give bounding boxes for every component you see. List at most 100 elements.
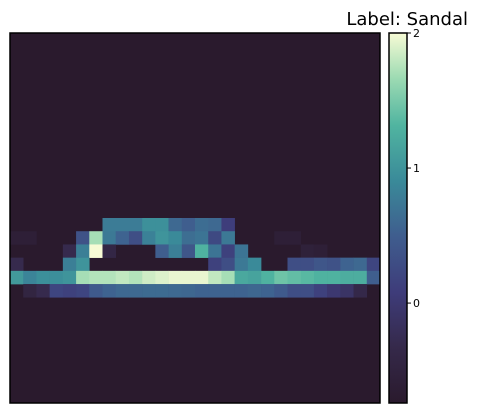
heatmap-cell	[169, 271, 183, 285]
heatmap-cell	[288, 271, 302, 285]
heatmap-cell	[169, 218, 183, 232]
heatmap-cell	[116, 284, 130, 298]
heatmap-cell	[142, 284, 156, 298]
heatmap-cell	[23, 284, 37, 298]
heatmap-cell	[235, 244, 249, 258]
heatmap-cell	[23, 271, 37, 285]
heatmap-cell	[288, 258, 302, 272]
heatmap-cell	[301, 244, 315, 258]
heatmap-cell	[142, 231, 156, 245]
heatmap-cell	[221, 284, 235, 298]
heatmap-cell	[116, 271, 130, 285]
colorbar	[389, 33, 407, 403]
heatmap-cell	[169, 231, 183, 245]
heatmap-cell	[235, 284, 249, 298]
chart-title: Label: Sandal	[346, 9, 468, 30]
heatmap-cell	[301, 284, 315, 298]
heatmap-cell	[63, 284, 77, 298]
heatmap-cell	[155, 244, 169, 258]
heatmap-cell	[208, 244, 222, 258]
heatmap-cell	[182, 244, 196, 258]
heatmap-cell	[182, 284, 196, 298]
heatmap-cell	[261, 271, 275, 285]
heatmap-cell	[195, 284, 209, 298]
heatmap-cell	[274, 271, 288, 285]
heatmap-cell	[367, 271, 381, 285]
heatmap-cell	[89, 284, 103, 298]
heatmap-cell	[354, 271, 368, 285]
heatmap-cell	[195, 231, 209, 245]
colorbar-tick-label: 2	[413, 27, 420, 40]
heatmap-cell	[169, 244, 183, 258]
heatmap-cell	[103, 231, 117, 245]
heatmap-cell	[221, 244, 235, 258]
heatmap-cell	[327, 258, 341, 272]
heatmap-cell	[169, 284, 183, 298]
heatmap-cell	[354, 284, 368, 298]
heatmap-cell	[221, 231, 235, 245]
heatmap-cell	[142, 271, 156, 285]
heatmap-cell	[103, 218, 117, 232]
heatmap-cell	[221, 271, 235, 285]
heatmap-cell	[208, 218, 222, 232]
heatmap-cell	[116, 218, 130, 232]
heatmap-cell	[182, 231, 196, 245]
heatmap-cell	[155, 284, 169, 298]
heatmap-cell	[103, 284, 117, 298]
heatmap-cell	[63, 258, 77, 272]
heatmap-cell	[129, 284, 143, 298]
heatmap-cell	[208, 258, 222, 272]
heatmap-cell	[155, 218, 169, 232]
heatmap-cell	[129, 271, 143, 285]
heatmap-cell	[288, 284, 302, 298]
heatmap-cell	[314, 244, 328, 258]
colorbar-tick-label: 0	[413, 297, 420, 310]
colorbar-ticks: 0 1 2	[407, 27, 420, 310]
heatmap-cell	[301, 258, 315, 272]
heatmap-cell	[182, 218, 196, 232]
heatmap-cell	[36, 284, 50, 298]
heatmap-cell	[103, 244, 117, 258]
heatmap-cell	[221, 218, 235, 232]
heatmap-cell	[354, 258, 368, 272]
heatmap-cell	[89, 244, 103, 258]
heatmap-cell	[195, 244, 209, 258]
heatmap-cell	[89, 271, 103, 285]
heatmap-cell	[235, 271, 249, 285]
heatmap-cell	[327, 284, 341, 298]
heatmap-cell	[155, 271, 169, 285]
heatmap-cell	[195, 218, 209, 232]
heatmap-cell	[76, 258, 90, 272]
heatmap-cells	[10, 33, 380, 403]
heatmap-cell	[314, 271, 328, 285]
heatmap-cell	[103, 271, 117, 285]
heatmap-cell	[367, 258, 381, 272]
heatmap-cell	[50, 271, 64, 285]
heatmap-cell	[23, 231, 37, 245]
heatmap-cell	[63, 244, 77, 258]
heatmap-cell	[129, 231, 143, 245]
heatmap-cell	[248, 284, 262, 298]
heatmap-cell	[182, 271, 196, 285]
heatmap-cell	[248, 271, 262, 285]
heatmap-cell	[76, 271, 90, 285]
heatmap-cell	[340, 284, 354, 298]
heatmap-cell	[195, 271, 209, 285]
heatmap-cell	[314, 284, 328, 298]
heatmap-cell	[10, 258, 24, 272]
heatmap-cell	[63, 271, 77, 285]
heatmap-cell	[340, 258, 354, 272]
heatmap-cell	[89, 231, 103, 245]
heatmap-cell	[340, 271, 354, 285]
heatmap-cell	[50, 284, 64, 298]
heatmap-cell	[314, 258, 328, 272]
heatmap-cell	[142, 218, 156, 232]
heatmap-cell	[274, 231, 288, 245]
heatmap-cell	[155, 231, 169, 245]
heatmap-cell	[221, 258, 235, 272]
heatmap-cell	[36, 271, 50, 285]
heatmap-cell	[248, 258, 262, 272]
heatmap-cell	[327, 271, 341, 285]
heatmap-cell	[208, 284, 222, 298]
